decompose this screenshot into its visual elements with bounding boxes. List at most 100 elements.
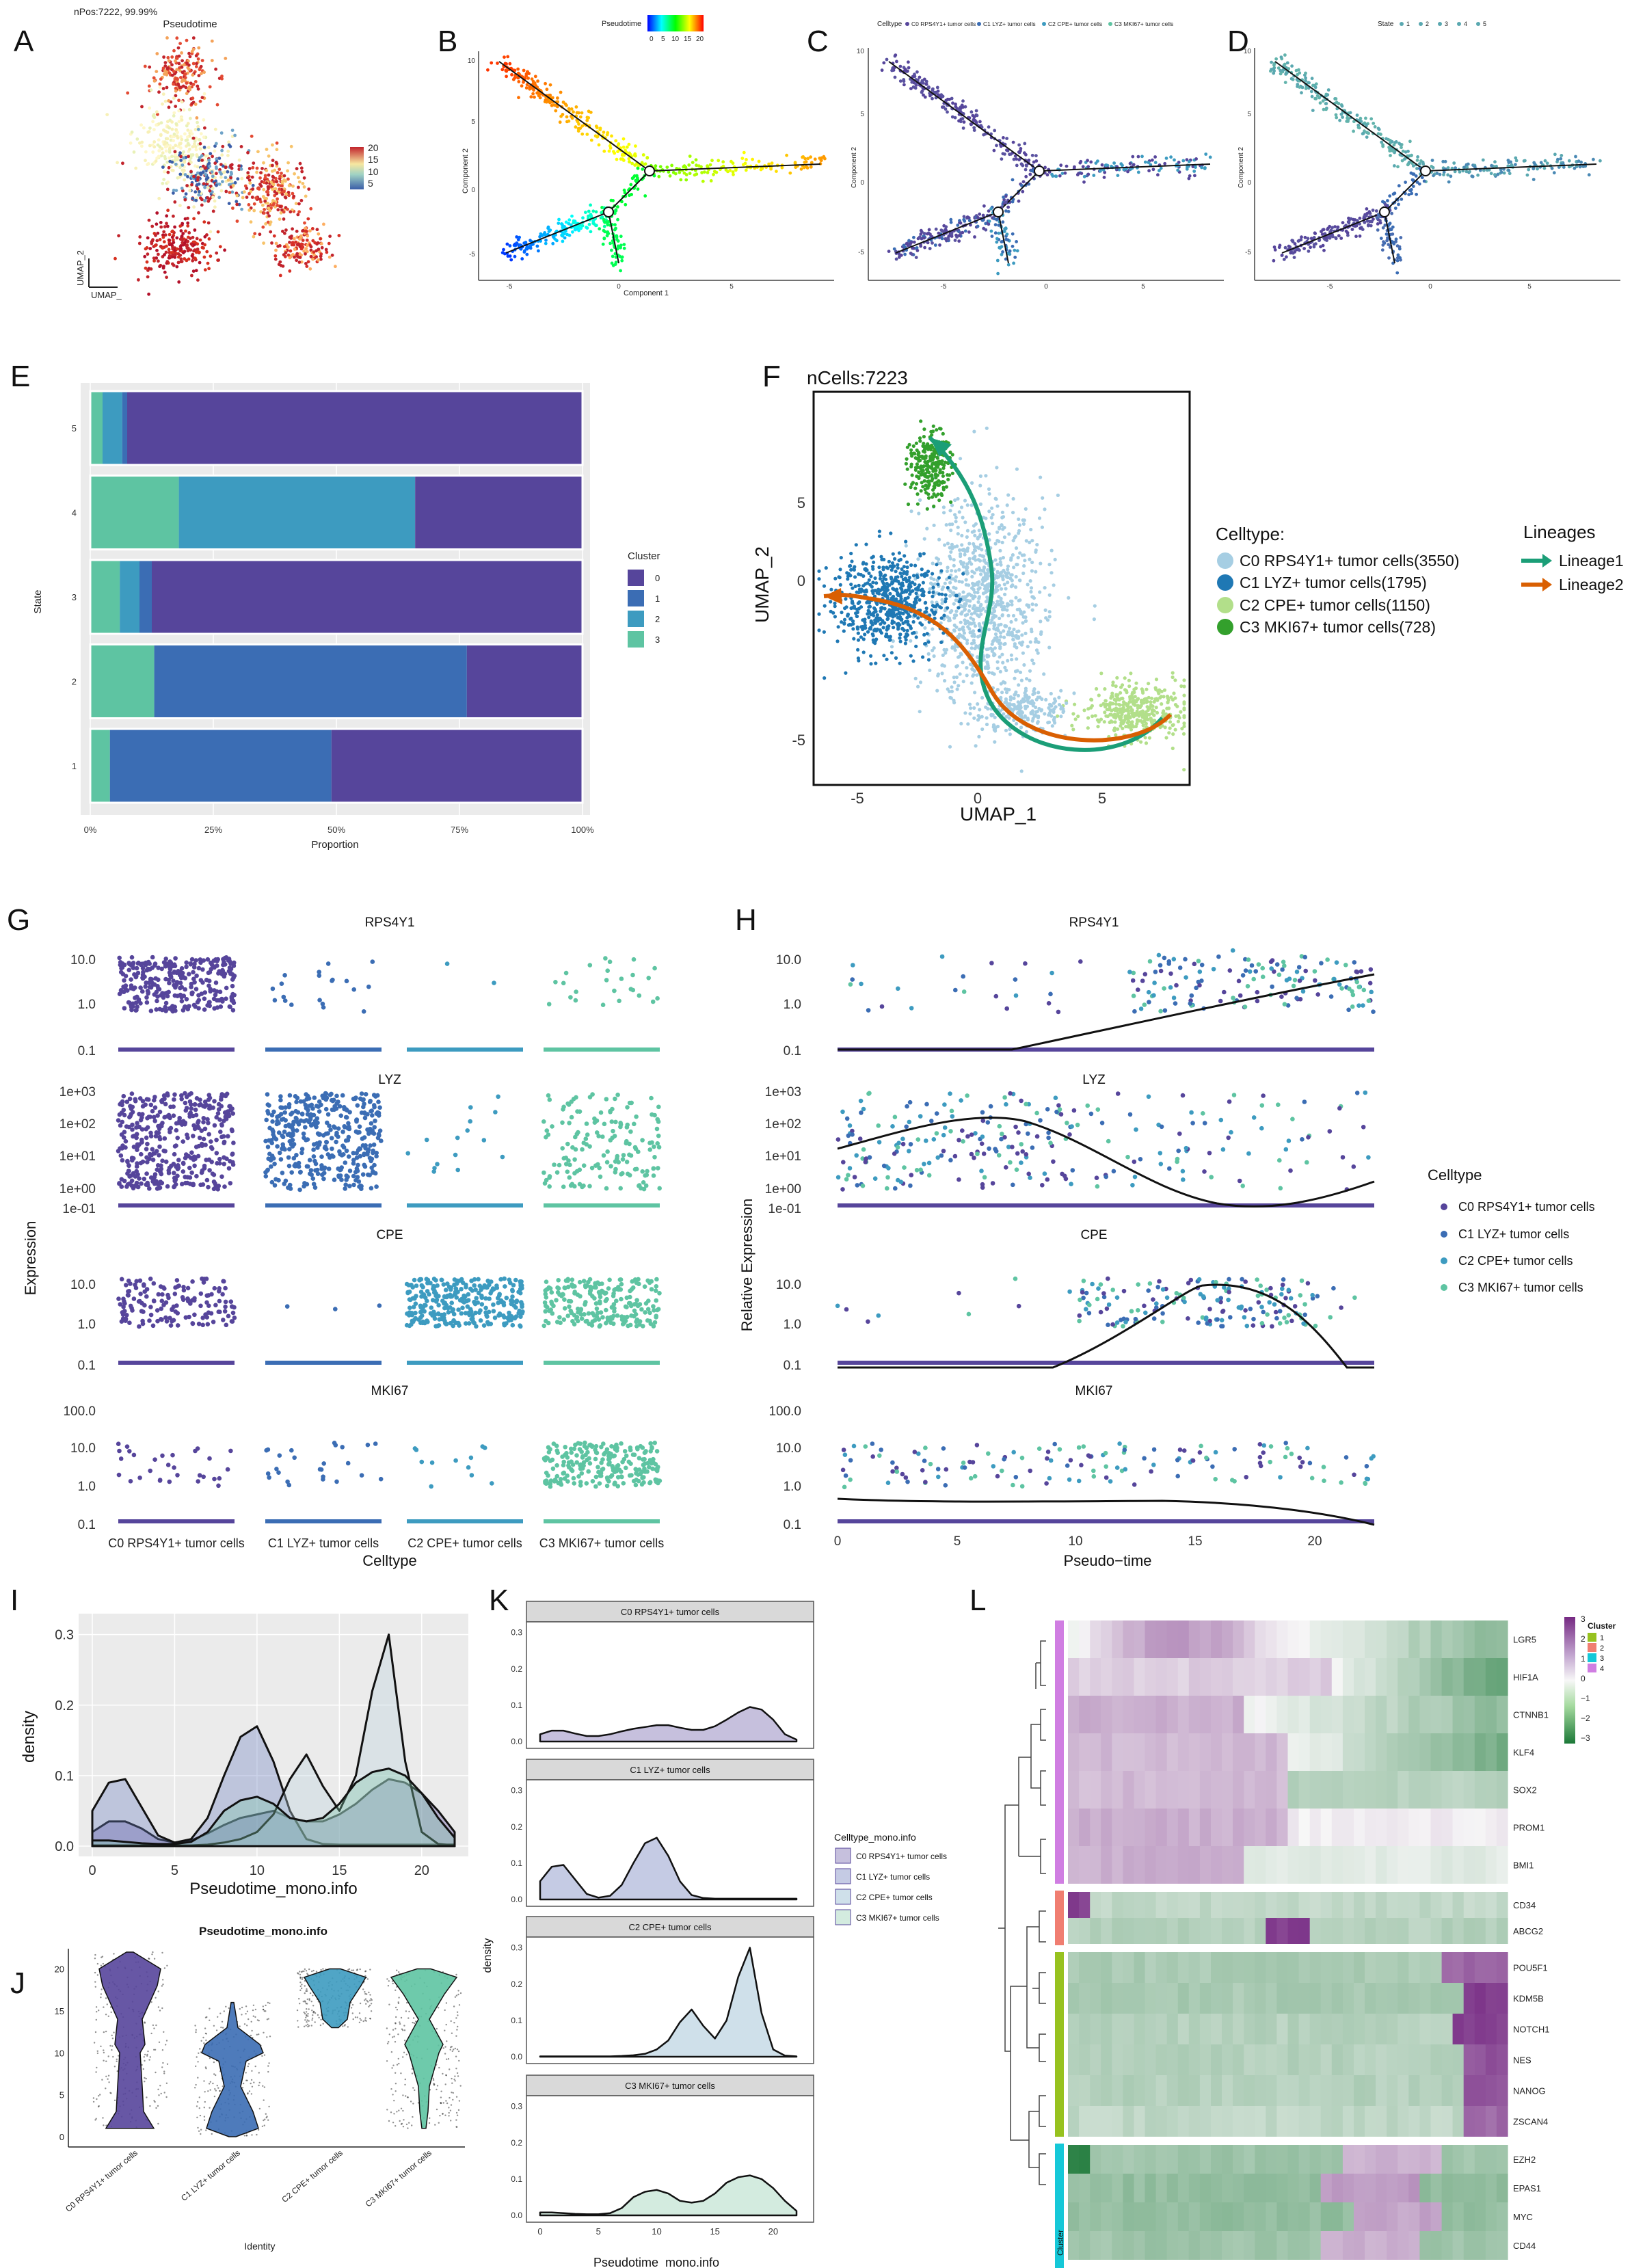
cell-point [166,209,170,213]
cell-point [978,483,982,488]
cell-point [575,111,579,115]
cell-point [611,254,615,258]
cell-point [533,75,537,79]
cell-point [513,254,517,258]
cell-point [1043,586,1047,590]
cell-point [218,170,222,174]
cell-point [215,183,218,187]
cell-point [1361,132,1365,136]
cell-point [909,590,913,594]
cell-point [544,238,548,242]
cell-point [610,248,613,252]
cell-point [524,86,529,90]
cell-point [1114,733,1118,737]
cell-point [962,217,966,222]
cell-point [848,622,852,627]
cell-point [162,265,165,268]
cell-point [1403,157,1406,161]
cell-point [180,241,185,245]
cell-point [1507,169,1511,172]
cell-point [1086,726,1090,730]
cell-point [163,170,166,174]
cell-point [961,590,965,594]
cell-point [852,568,856,572]
cell-point [1302,247,1306,250]
cell-point [973,235,976,239]
cell-point [505,75,508,79]
cell-point [1005,604,1009,608]
cell-point [185,246,189,250]
cell-point [1071,712,1075,716]
cell-point [1334,113,1338,117]
cell-point [187,107,191,111]
cell-point [922,574,926,578]
cell-point [1421,162,1426,166]
cell-point [1355,114,1359,117]
tick-label: 10 [857,48,865,55]
cell-point [1171,675,1175,680]
cell-point [291,184,295,188]
cell-point [205,233,209,237]
cell-point [972,669,976,673]
cell-point [202,164,205,168]
cell-point [179,135,183,139]
cell-point [177,98,180,103]
cell-point [296,213,300,217]
cell-point [165,144,169,148]
cell-point [892,606,896,610]
cell-point [948,581,952,585]
cell-point [215,251,219,255]
cell-point [579,226,583,230]
cell-point [874,661,878,665]
cell-point [991,615,995,619]
cell-point [985,722,989,727]
cell-point [198,238,202,242]
cell-point [153,243,157,248]
cell-point [170,230,174,234]
cell-point [1063,171,1067,175]
cell-point [524,246,529,250]
cell-point [163,69,167,72]
cell-point [213,199,217,203]
cell-point [912,630,916,635]
cell-point [1017,598,1021,603]
cell-point [731,170,735,174]
cell-point [1019,183,1024,187]
cell-point [565,115,569,119]
cell-point [1026,583,1030,587]
cell-point [181,189,185,193]
cell-point [978,543,982,547]
cell-point [1171,732,1175,736]
cell-point [751,157,754,161]
cell-point [254,196,258,200]
cell-point [984,228,988,232]
cell-point [524,241,528,244]
cell-point [580,111,584,115]
cell-point [1010,602,1014,606]
cell-point [1337,234,1341,238]
cell-point [290,254,294,257]
cell-point [197,74,201,77]
cell-point [922,552,926,556]
cell-point [1013,255,1017,259]
cell-point [152,76,156,80]
cell-point [969,223,972,227]
cell-point [174,189,178,192]
cell-point [1155,710,1160,715]
cell-point [182,63,186,67]
cell-point [867,571,871,576]
cell-point [186,142,190,146]
cell-point [1012,261,1015,265]
cell-point [589,138,593,142]
cell-point [846,612,850,617]
cell-point [833,576,838,581]
cell-point [614,261,618,264]
cell-point [215,103,219,107]
cell-point [1000,157,1004,161]
cell-point [1346,233,1350,237]
cell-point [1414,174,1418,178]
panel-letter-l: L [969,1584,986,1617]
cell-point [502,248,505,252]
cell-point [211,187,215,190]
cell-point [1013,669,1018,673]
